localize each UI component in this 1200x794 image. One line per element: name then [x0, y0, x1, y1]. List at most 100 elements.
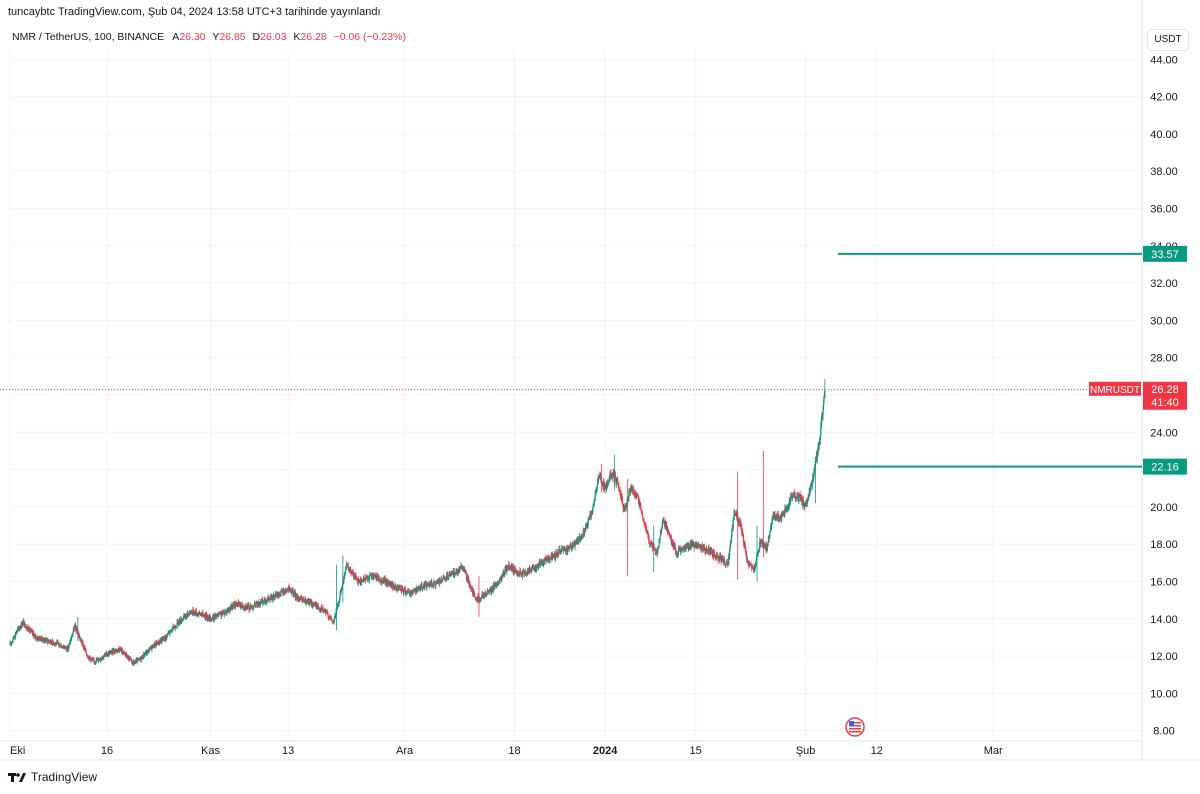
- candle-body: [588, 518, 591, 520]
- candle: [523, 569, 525, 578]
- candle-body: [279, 593, 281, 596]
- candle-body: [79, 635, 81, 639]
- candle-body: [604, 485, 606, 489]
- candle-body: [635, 492, 637, 496]
- candle-body: [309, 603, 311, 605]
- candle: [325, 609, 327, 614]
- candle: [515, 569, 517, 574]
- candle-body: [567, 547, 569, 549]
- candle-body: [11, 641, 13, 643]
- candle-body: [441, 579, 444, 581]
- candle-body: [730, 541, 732, 543]
- candle-body: [231, 605, 233, 608]
- candle: [709, 547, 711, 551]
- candle-body: [711, 550, 713, 552]
- candle-body: [527, 568, 529, 573]
- candle-body: [514, 569, 516, 571]
- candle: [550, 551, 552, 561]
- candle: [611, 472, 613, 482]
- candle-body: [322, 607, 324, 611]
- candle-body: [248, 605, 250, 610]
- candle: [131, 659, 133, 665]
- candle-body: [266, 599, 268, 602]
- candle-body: [514, 569, 516, 572]
- candle-body: [340, 592, 342, 594]
- candle: [696, 543, 698, 550]
- candle-body: [364, 580, 366, 582]
- candle-body: [506, 566, 508, 572]
- candle-body: [518, 573, 520, 575]
- candle: [586, 522, 588, 529]
- candle: [493, 586, 495, 591]
- candle-body: [586, 523, 588, 527]
- candle-body: [37, 637, 39, 640]
- symbol-name[interactable]: NMR / TetherUS, 100, BINANCE: [12, 31, 165, 43]
- candle: [572, 543, 574, 548]
- candle-body: [101, 658, 103, 660]
- candle: [447, 576, 450, 580]
- candle-body: [603, 488, 605, 489]
- candle-body: [661, 528, 663, 530]
- candle-body: [373, 574, 375, 576]
- candle-body: [69, 642, 71, 644]
- candle-body: [729, 545, 731, 550]
- candle-body: [295, 593, 297, 598]
- candle-body: [480, 598, 482, 601]
- candle-body: [123, 651, 125, 653]
- candle: [480, 597, 482, 602]
- candle-body: [425, 582, 427, 585]
- candle: [14, 631, 16, 640]
- candle-body: [677, 553, 679, 555]
- candle-body: [21, 622, 24, 626]
- candle-body: [675, 547, 677, 555]
- candle: [274, 591, 277, 599]
- candle: [559, 545, 561, 553]
- candle-body: [339, 592, 341, 597]
- candle: [550, 558, 552, 563]
- candle-body: [731, 529, 733, 537]
- candle: [69, 639, 71, 645]
- candle-body: [127, 656, 129, 659]
- candle: [506, 564, 508, 576]
- candle: [424, 581, 426, 590]
- candle: [85, 648, 87, 653]
- candle-body: [418, 586, 420, 590]
- candle: [243, 606, 245, 609]
- candle-body: [644, 525, 646, 527]
- candle: [729, 544, 731, 552]
- candle-body: [720, 555, 722, 557]
- candle-body: [129, 658, 131, 660]
- candle: [122, 652, 124, 656]
- candle: [545, 554, 547, 561]
- candle-body: [673, 544, 675, 545]
- candle-body: [249, 608, 251, 610]
- candle-body: [39, 639, 42, 641]
- candle: [691, 538, 693, 546]
- candle: [693, 543, 696, 548]
- candle: [554, 553, 556, 561]
- candle-body: [435, 583, 437, 587]
- candle-body: [694, 546, 696, 548]
- candle-body: [172, 626, 174, 628]
- candle-body: [592, 506, 594, 509]
- candle-body: [179, 622, 181, 624]
- candle-body: [140, 657, 142, 661]
- candle-body: [569, 545, 571, 548]
- candle-body: [642, 518, 644, 520]
- candle-body: [491, 587, 494, 591]
- candle-body: [450, 574, 452, 576]
- candle-body: [56, 641, 58, 645]
- candle-body: [194, 611, 196, 615]
- candle-body: [118, 649, 120, 651]
- candle-body: [161, 637, 163, 643]
- candle-body: [593, 501, 595, 505]
- candle-body: [639, 502, 641, 504]
- candle-body: [643, 518, 645, 523]
- candle-body: [724, 563, 726, 565]
- candle-body: [304, 601, 306, 603]
- candle-body: [216, 614, 218, 617]
- currency-button[interactable]: USDT: [1147, 29, 1189, 51]
- candle-body: [433, 581, 436, 583]
- candle-body: [637, 495, 639, 497]
